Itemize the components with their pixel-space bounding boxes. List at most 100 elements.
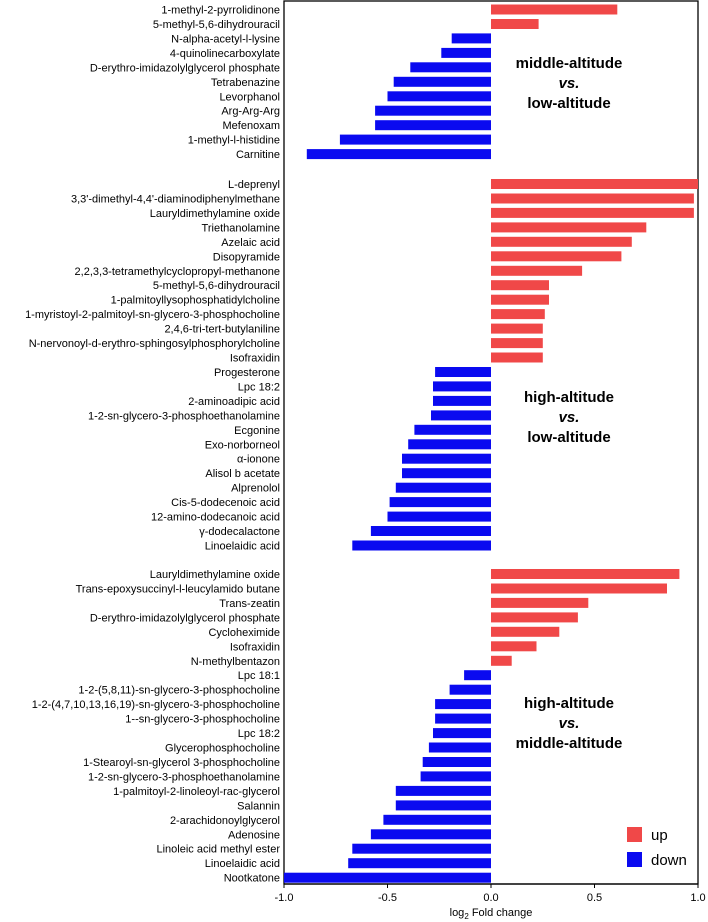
- category-label: Glycerophosphocholine: [165, 743, 280, 755]
- bar-g3-2: [491, 583, 667, 594]
- bar-g3-19: [370, 829, 491, 840]
- bar-g3-13: [428, 742, 491, 753]
- bar-g1-2: [491, 19, 539, 29]
- bar-g1-3: [451, 33, 491, 44]
- x-tick-label: 0.5: [587, 892, 602, 904]
- bar-g2-6: [491, 251, 622, 262]
- bar-g2-18: [414, 424, 491, 435]
- bar-g2-14: [435, 367, 491, 377]
- legend-swatch-down: [627, 852, 642, 867]
- category-label: 3,3'-dimethyl-4,4'-diaminodiphenylmethan…: [71, 194, 280, 206]
- category-label: Nootkatone: [224, 873, 280, 885]
- bar-g1-9: [375, 120, 491, 131]
- category-label: Disopyramide: [213, 251, 280, 263]
- bar-g2-20: [402, 453, 491, 464]
- category-label: Salannin: [237, 800, 280, 812]
- bar-g3-6: [491, 641, 537, 652]
- bar-g2-4: [491, 222, 647, 233]
- category-label: Cycloheximide: [208, 627, 280, 639]
- legend-swatch-up: [627, 827, 642, 842]
- bar-g2-9: [491, 294, 549, 305]
- bar-g3-10: [435, 699, 491, 710]
- bar-g2-3: [491, 207, 694, 218]
- bar-g3-17: [395, 800, 491, 811]
- group-annotations: middle-altitude vs. low-altitude high-altit…: [516, 55, 623, 752]
- bar-g2-12: [491, 338, 543, 349]
- annotation-vs: vs.: [559, 715, 580, 732]
- category-label: 5-methyl-5,6-dihydrouracil: [153, 19, 280, 31]
- bars-layer: [284, 4, 698, 883]
- category-label: Trans-zeatin: [219, 598, 280, 610]
- category-label: 1-2-sn-glycero-3-phosphoethanolamine: [88, 410, 280, 422]
- bar-g2-15: [433, 381, 491, 392]
- category-labels: 1-methyl-2-pyrrolidinone 5-methyl-5,6-dih…: [25, 5, 280, 885]
- bar-g3-14: [422, 757, 491, 767]
- category-label: Lpc 18:2: [238, 728, 280, 740]
- category-label: 1--sn-glycero-3-phosphocholine: [125, 714, 280, 726]
- annotation-line2: middle-altitude: [516, 735, 623, 752]
- category-label: Levorphanol: [219, 91, 280, 103]
- category-label: Arg-Arg-Arg: [221, 106, 280, 118]
- bar-g3-16: [395, 785, 491, 796]
- category-label: D-erythro-imidazolylglycerol phosphate: [90, 62, 280, 74]
- bar-g2-11: [491, 323, 543, 334]
- bar-g2-17: [431, 410, 491, 421]
- category-label: Isofraxidin: [230, 353, 280, 365]
- annotation-line1: middle-altitude: [516, 55, 623, 72]
- category-label: Mefenoxam: [223, 120, 280, 132]
- category-label: Alprenolol: [231, 483, 280, 495]
- bar-g3-3: [491, 597, 589, 608]
- bar-g2-22: [395, 482, 491, 493]
- category-label: Adenosine: [228, 829, 280, 841]
- bar-g3-4: [491, 612, 578, 623]
- annotation-line1: high-altitude: [524, 389, 614, 406]
- bar-g2-1: [491, 179, 698, 189]
- category-label: 2-aminoadipic acid: [188, 396, 280, 408]
- category-label: N-nervonoyl-d-erythro-sphingosylphosphor…: [29, 338, 280, 350]
- bar-g3-21: [348, 858, 491, 869]
- annotation-vs: vs.: [559, 409, 580, 426]
- x-axis: -1.0 -0.5 0.0 0.5 1.0: [275, 883, 706, 904]
- annotation-line1: high-altitude: [524, 695, 614, 712]
- bar-g1-4: [441, 47, 491, 58]
- bar-g2-19: [408, 439, 491, 450]
- bar-g2-24: [387, 511, 491, 522]
- category-label: D-erythro-imidazolylglycerol phosphate: [90, 612, 280, 624]
- category-label: Lauryldimethylamine oxide: [150, 569, 280, 581]
- x-tick-label: 0.0: [483, 892, 498, 904]
- bar-g2-23: [389, 497, 491, 508]
- bar-g3-11: [435, 713, 491, 724]
- category-label: 2,4,6-tri-tert-butylaniline: [164, 324, 280, 336]
- category-label: γ-dodecalactone: [199, 526, 280, 538]
- bar-g3-20: [352, 843, 491, 854]
- bar-g2-2: [491, 193, 694, 204]
- bar-g1-1: [491, 4, 618, 15]
- bar-g2-5: [491, 236, 632, 247]
- bar-g1-10: [339, 134, 491, 145]
- bar-g2-7: [491, 265, 583, 276]
- category-label: 2,2,3,3-tetramethylcyclopropyl-methanone: [75, 266, 280, 278]
- legend-label-down: down: [651, 852, 687, 869]
- bar-g1-8: [375, 105, 491, 116]
- category-label: Lpc 18:1: [238, 670, 280, 682]
- category-label: Lpc 18:2: [238, 381, 280, 393]
- annotation-line2: low-altitude: [527, 429, 610, 446]
- category-label: L-deprenyl: [228, 179, 280, 191]
- x-tick-label: -0.5: [378, 892, 397, 904]
- category-label: Progesterone: [214, 367, 280, 379]
- category-label: Lauryldimethylamine oxide: [150, 208, 280, 220]
- category-label: 1-palmitoyl-2-linoleoyl-rac-glycerol: [113, 786, 280, 798]
- bar-g1-5: [410, 62, 491, 73]
- category-label: 5-methyl-5,6-dihydrouracil: [153, 280, 280, 292]
- category-label: 1-2-(4,7,10,13,16,19)-sn-glycero-3-phosp…: [32, 699, 280, 711]
- category-label: Tetrabenazine: [211, 77, 280, 89]
- category-label: 1-methyl-l-histidine: [188, 135, 280, 147]
- bar-g1-11: [306, 149, 491, 160]
- bar-g2-10: [491, 309, 545, 320]
- category-label: Azelaic acid: [221, 237, 280, 249]
- category-label: 1-2-(5,8,11)-sn-glycero-3-phosphocholine: [78, 685, 280, 697]
- bar-g3-7: [491, 655, 512, 666]
- bar-g3-12: [433, 728, 491, 739]
- bar-g3-15: [420, 771, 491, 782]
